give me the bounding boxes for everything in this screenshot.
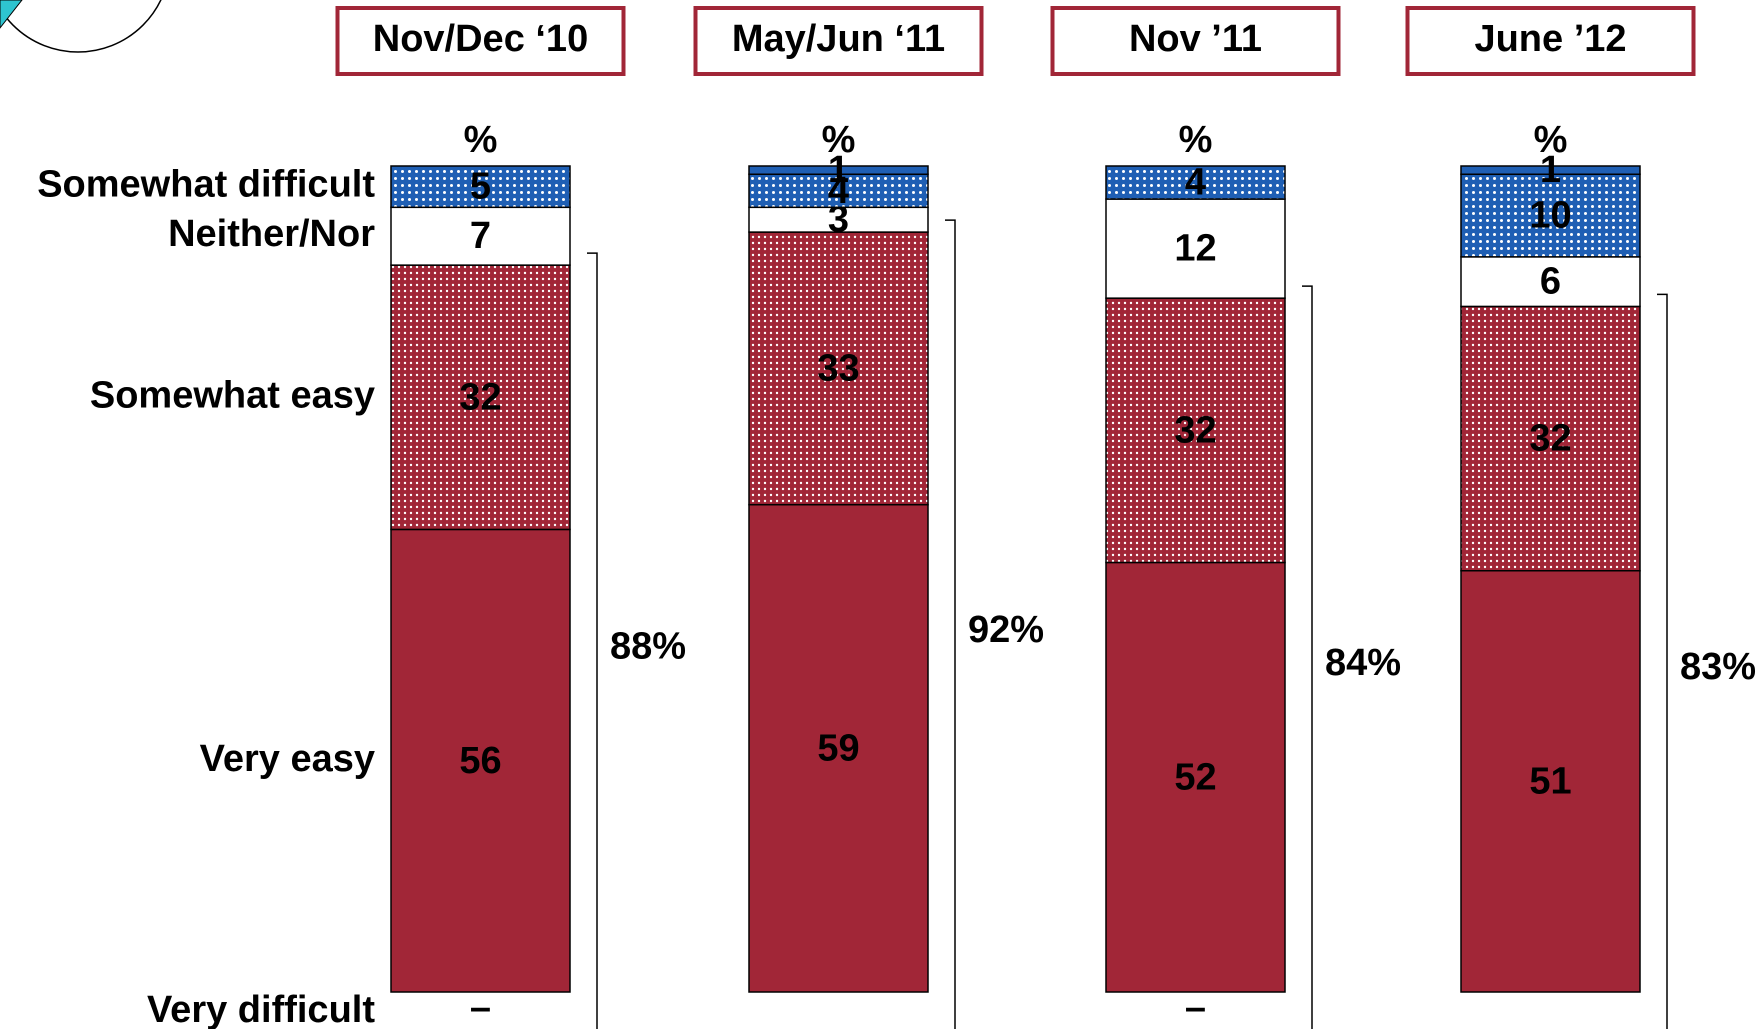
bar-segment: [748, 165, 929, 176]
bar-segment: [1105, 561, 1286, 993]
value-label: 1: [828, 149, 849, 191]
bar-segment: [1460, 165, 1641, 176]
unit-label: %: [1534, 119, 1568, 161]
bar-segment: [1460, 569, 1641, 993]
value-label: 33: [817, 347, 859, 389]
value-label: 32: [459, 376, 501, 418]
period-label: Nov/Dec ‘10: [373, 18, 588, 60]
row-label: Very difficult: [147, 989, 375, 1029]
value-label: 12: [1174, 228, 1216, 270]
period-label: May/Jun ‘11: [732, 18, 945, 60]
net-label: 88%: [610, 626, 686, 668]
logo: [0, 0, 162, 53]
net-label: 83%: [1680, 646, 1756, 688]
value-label: 32: [1529, 418, 1571, 460]
value-label: 59: [817, 727, 859, 769]
net-label: 84%: [1325, 642, 1401, 684]
value-label: 10: [1529, 195, 1571, 237]
value-label: 5: [470, 166, 491, 208]
bar-segment: [390, 528, 571, 993]
value-label: 3: [828, 199, 849, 241]
unit-label: %: [822, 119, 856, 161]
bar-segment: [1460, 173, 1641, 258]
value-label: 1: [1540, 149, 1561, 191]
value-label: 7: [470, 215, 491, 257]
bar-segment: [1460, 305, 1641, 572]
bar-segment: [1105, 297, 1286, 564]
row-label: Very easy: [200, 738, 375, 780]
bar-segment: [748, 503, 929, 993]
value-label: 4: [1185, 162, 1206, 204]
bar-segment: [1460, 256, 1641, 308]
period-label: Nov ’11: [1129, 18, 1262, 60]
value-label: 56: [459, 740, 501, 782]
bar-segment: [748, 206, 929, 233]
value-label: –: [470, 987, 491, 1029]
row-label: Neither/Nor: [168, 213, 375, 255]
value-label: –: [1185, 987, 1206, 1029]
net-bracket: [587, 252, 598, 1029]
bar-segment: [748, 173, 929, 209]
value-label: 52: [1174, 756, 1216, 798]
net-bracket: [1302, 285, 1313, 1029]
unit-label: %: [464, 119, 498, 161]
value-label: 4: [828, 170, 849, 212]
net-bracket: [1657, 293, 1668, 1029]
row-label: Somewhat easy: [90, 374, 375, 416]
bar-segment: [390, 206, 571, 266]
period-box: [1050, 6, 1341, 76]
period-box: [1405, 6, 1696, 76]
row-label: Somewhat difficult: [37, 164, 375, 206]
bar-segment: [748, 231, 929, 506]
bar-segment: [1105, 165, 1286, 200]
period-box: [693, 6, 984, 76]
net-label: 92%: [968, 609, 1044, 651]
period-label: June ’12: [1474, 18, 1626, 60]
unit-label: %: [1179, 119, 1213, 161]
value-label: 6: [1540, 261, 1561, 303]
value-label: 51: [1529, 760, 1571, 802]
value-label: 32: [1174, 409, 1216, 451]
bar-segment: [390, 165, 571, 209]
net-bracket: [945, 219, 956, 1029]
period-box: [335, 6, 626, 76]
